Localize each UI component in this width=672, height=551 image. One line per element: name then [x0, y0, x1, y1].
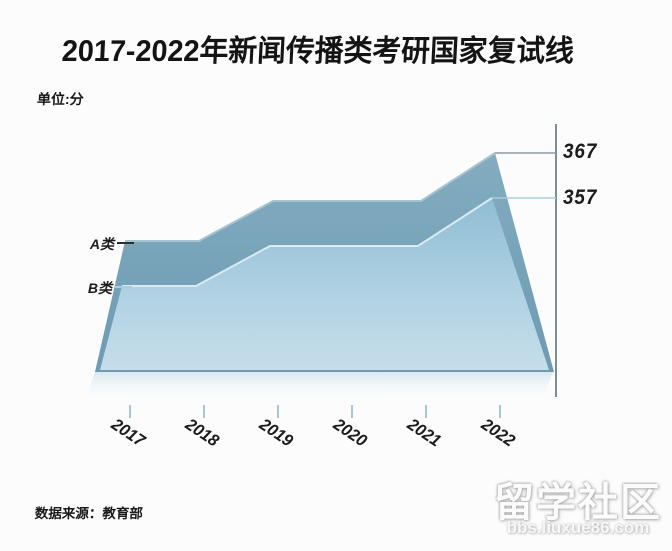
series-b-area [100, 198, 549, 370]
series-a-label: A类 [89, 236, 114, 252]
series-b-top-edge [122, 197, 493, 287]
reflection-shadow [86, 372, 553, 399]
watermark-title: 留学社区 [494, 481, 662, 525]
series-b-label: B类 [87, 280, 112, 296]
value-label-a-end: 367 [563, 140, 598, 163]
watermark-url: bbs.liuxue86.com [506, 518, 650, 537]
series-a-top-edge [125, 152, 496, 242]
watermark: 留学社区 bbs.liuxue86.com [494, 483, 662, 536]
data-source-label: 数据来源：教育部 [34, 506, 144, 521]
value-label-b-end: 357 [563, 186, 598, 209]
